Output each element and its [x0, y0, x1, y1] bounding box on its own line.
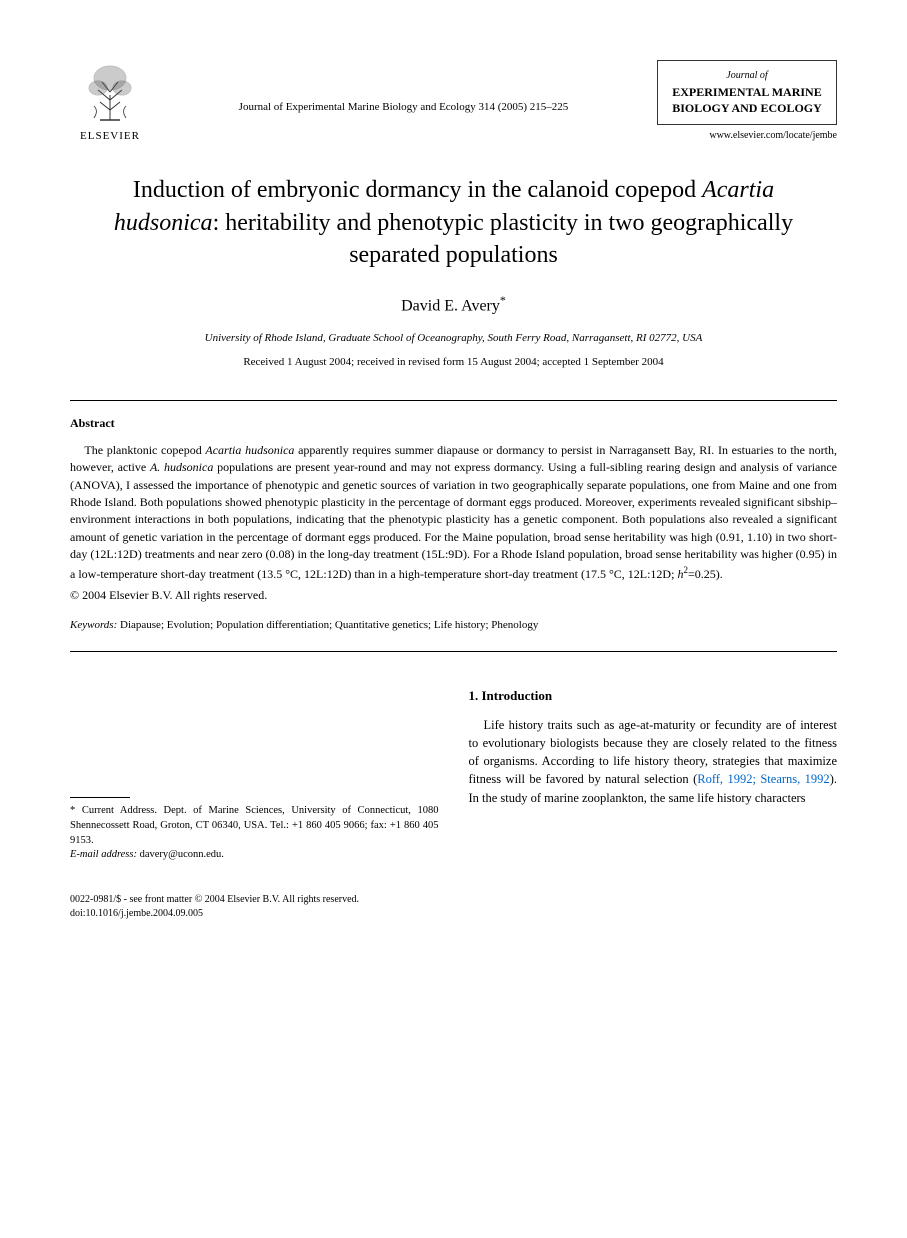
journal-box-container: Journal of EXPERIMENTAL MARINE BIOLOGY A…	[657, 60, 837, 143]
journal-box-line1: Journal of	[668, 69, 826, 83]
journal-reference: Journal of Experimental Marine Biology a…	[150, 100, 657, 115]
doi-line2: doi:10.1016/j.jembe.2004.09.005	[70, 907, 837, 921]
author: David E. Avery*	[70, 292, 837, 318]
elsevier-tree-icon	[80, 60, 140, 125]
journal-box: Journal of EXPERIMENTAL MARINE BIOLOGY A…	[657, 60, 837, 125]
introduction-text: Life history traits such as age-at-matur…	[469, 716, 838, 807]
footnote-address: Current Address. Dept. of Marine Science…	[70, 805, 439, 845]
copyright: © 2004 Elsevier B.V. All rights reserved…	[70, 587, 837, 604]
title-line2: : heritability and phenotypic plasticity…	[213, 210, 794, 268]
left-column: * Current Address. Dept. of Marine Scien…	[70, 687, 439, 863]
author-marker: *	[500, 293, 506, 307]
rule-top	[70, 400, 837, 401]
title-line1: Induction of embryonic dormancy in the c…	[133, 177, 696, 203]
doi-block: 0022-0981/$ - see front matter © 2004 El…	[70, 893, 837, 921]
two-column-area: * Current Address. Dept. of Marine Scien…	[70, 687, 837, 863]
abstract-text: The planktonic copepod Acartia hudsonica…	[70, 442, 837, 583]
article-dates: Received 1 August 2004; received in revi…	[70, 355, 837, 370]
abstract-heading: Abstract	[70, 415, 837, 432]
keywords-text: Diapause; Evolution; Population differen…	[120, 619, 538, 631]
right-column: 1. Introduction Life history traits such…	[469, 687, 838, 863]
publisher-logo: ELSEVIER	[70, 60, 150, 144]
journal-box-line2: EXPERIMENTAL MARINE BIOLOGY AND ECOLOGY	[668, 85, 826, 116]
affiliation: University of Rhode Island, Graduate Sch…	[70, 331, 837, 346]
doi-line1: 0022-0981/$ - see front matter © 2004 El…	[70, 893, 837, 907]
keywords-label: Keywords:	[70, 619, 117, 631]
author-name: David E. Avery	[401, 297, 500, 314]
article-title: Induction of embryonic dormancy in the c…	[90, 174, 817, 271]
abstract-body: The planktonic copepod Acartia hudsonica…	[70, 442, 837, 583]
footnote-marker: *	[70, 805, 75, 816]
footnote: * Current Address. Dept. of Marine Scien…	[70, 804, 439, 863]
journal-url: www.elsevier.com/locate/jembe	[709, 129, 837, 143]
footnote-email-label: E-mail address:	[70, 849, 137, 860]
footnote-separator	[70, 797, 130, 798]
rule-bottom	[70, 651, 837, 652]
publisher-name: ELSEVIER	[80, 129, 140, 144]
footnote-email: davery@uconn.edu.	[140, 849, 224, 860]
keywords: Keywords: Diapause; Evolution; Populatio…	[70, 618, 837, 633]
header-row: ELSEVIER Journal of Experimental Marine …	[70, 60, 837, 144]
introduction-heading: 1. Introduction	[469, 687, 838, 706]
